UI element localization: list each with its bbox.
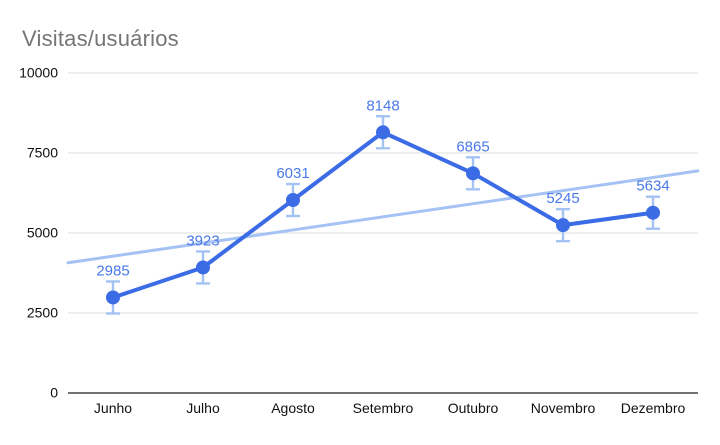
- trendline: [66, 169, 700, 265]
- data-label: 5245: [546, 190, 579, 207]
- data-point: [106, 290, 120, 305]
- data-point: [376, 125, 390, 140]
- x-axis-label: Novembro: [531, 400, 596, 416]
- data-point: [286, 193, 300, 208]
- series-line: [111, 130, 655, 300]
- data-label: 2985: [96, 262, 129, 279]
- data-point: [196, 260, 210, 275]
- data-label: 6865: [456, 138, 489, 155]
- x-axis-label: Julho: [186, 400, 220, 416]
- y-tick-label: 10000: [19, 65, 58, 81]
- y-tick-label: 2500: [27, 305, 58, 321]
- x-axis-label: Outubro: [448, 400, 499, 416]
- y-tick-label: 7500: [27, 145, 58, 161]
- data-point: [466, 166, 480, 181]
- x-axis-label: Dezembro: [621, 400, 686, 416]
- data-point: [646, 205, 660, 220]
- data-label: 8148: [366, 97, 399, 114]
- data-point: [556, 218, 570, 233]
- chart-title: Visitas/usuários: [22, 26, 179, 51]
- data-label: 3923: [186, 232, 219, 249]
- data-label: 6031: [276, 165, 309, 182]
- x-axis-label: Junho: [94, 400, 132, 416]
- y-tick-label: 0: [50, 385, 58, 401]
- x-axis-label: Agosto: [271, 400, 315, 416]
- data-label: 5634: [636, 178, 669, 195]
- x-axis-label: Setembro: [353, 400, 414, 416]
- y-tick-label: 5000: [27, 225, 58, 241]
